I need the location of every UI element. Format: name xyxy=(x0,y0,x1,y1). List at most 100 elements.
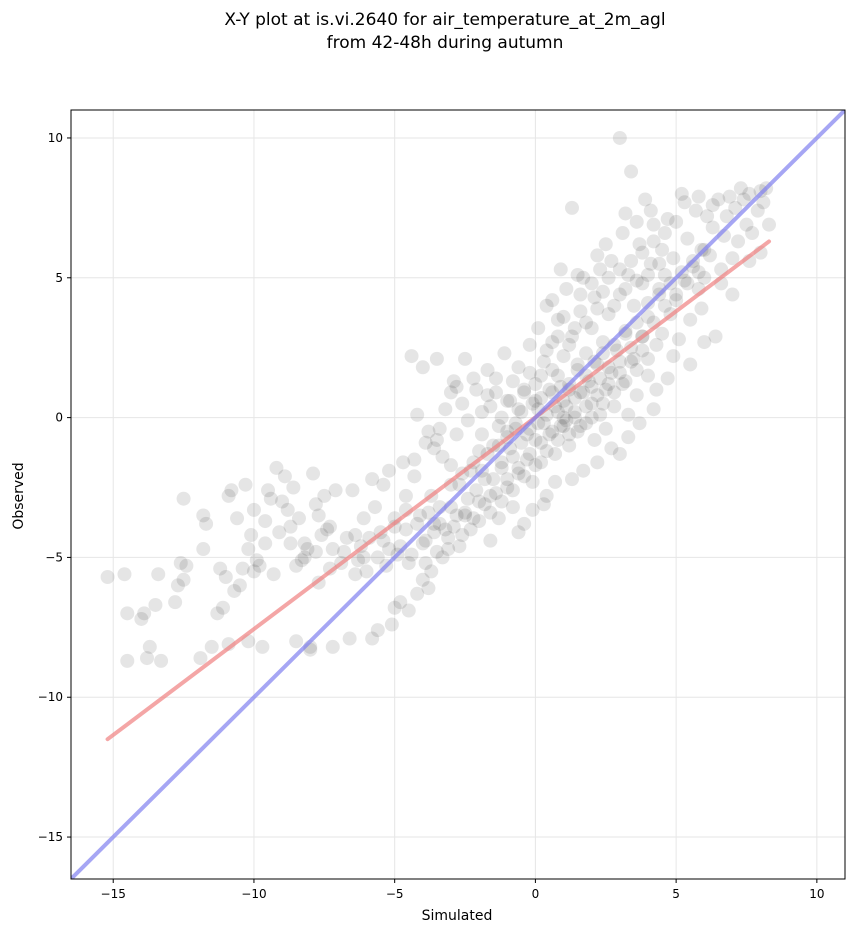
scatter-point xyxy=(657,267,672,282)
scatter-point xyxy=(550,405,565,420)
scatter-point xyxy=(567,410,582,425)
scatter-point xyxy=(621,267,636,282)
scatter-point xyxy=(522,365,537,380)
scatter-point xyxy=(291,511,306,526)
scatter-point xyxy=(522,337,537,352)
scatter-point xyxy=(460,413,475,428)
scatter-point xyxy=(486,438,501,453)
scatter-point xyxy=(539,343,554,358)
scatter-point xyxy=(120,606,135,621)
y-tick-label: 0 xyxy=(55,411,63,425)
scatter-point xyxy=(517,516,532,531)
scatter-point xyxy=(657,226,672,241)
scatter-point xyxy=(494,410,509,425)
scatter-point xyxy=(308,497,323,512)
scatter-point xyxy=(762,217,777,232)
scatter-point xyxy=(612,262,627,277)
scatter-point xyxy=(472,494,487,509)
scatter-point xyxy=(446,519,461,534)
scatter-point xyxy=(486,472,501,487)
scatter-point xyxy=(655,326,670,341)
scatter-point xyxy=(300,542,315,557)
scatter-point xyxy=(570,424,585,439)
scatter-point xyxy=(317,488,332,503)
scatter-point xyxy=(598,237,613,252)
scatter-point xyxy=(669,287,684,302)
scatter-point xyxy=(534,435,549,450)
scatter-point xyxy=(669,293,684,308)
scatter-point xyxy=(733,181,748,196)
scatter-point xyxy=(567,321,582,336)
scatter-point xyxy=(539,298,554,313)
scatter-point xyxy=(469,483,484,498)
scatter-point xyxy=(615,377,630,392)
scatter-point xyxy=(196,542,211,557)
scatter-point xyxy=(570,267,585,282)
scatter-point xyxy=(505,483,520,498)
scatter-point xyxy=(511,360,526,375)
scatter-point xyxy=(550,312,565,327)
scatter-point xyxy=(640,309,655,324)
scatter-point xyxy=(438,522,453,537)
y-tick-label: 5 xyxy=(55,271,63,285)
scatter-point xyxy=(396,455,411,470)
scatter-point xyxy=(517,385,532,400)
scatter-point xyxy=(525,502,540,517)
scatter-point xyxy=(556,309,571,324)
scatter-point xyxy=(249,553,264,568)
scatter-point xyxy=(503,393,518,408)
scatter-point xyxy=(235,561,250,576)
scatter-point xyxy=(691,265,706,280)
scatter-point xyxy=(263,491,278,506)
scatter-point xyxy=(427,525,442,540)
scatter-point xyxy=(441,542,456,557)
scatter-point xyxy=(604,254,619,269)
scatter-point xyxy=(562,337,577,352)
scatter-point xyxy=(688,203,703,218)
scatter-point xyxy=(677,195,692,210)
scatter-point xyxy=(536,497,551,512)
scatter-point xyxy=(204,639,219,654)
scatter-point xyxy=(258,536,273,551)
scatter-point xyxy=(438,402,453,417)
scatter-point xyxy=(376,477,391,492)
scatter-point xyxy=(449,427,464,442)
scatter-point xyxy=(573,304,588,319)
scatter-point xyxy=(505,449,520,464)
regression-line xyxy=(105,239,772,742)
scatter-point xyxy=(173,556,188,571)
chart-subtitle: from 42-48h during autumn xyxy=(327,33,564,53)
scatter-point xyxy=(562,438,577,453)
scatter-point xyxy=(427,441,442,456)
grid-lines xyxy=(71,110,845,879)
scatter-point xyxy=(269,460,284,475)
scatter-point xyxy=(488,371,503,386)
scatter-point xyxy=(573,287,588,302)
scatter-point xyxy=(756,195,771,210)
scatter-point xyxy=(401,556,416,571)
scatter-point xyxy=(635,343,650,358)
scatter-point xyxy=(449,379,464,394)
scatter-point xyxy=(517,382,532,397)
scatter-point xyxy=(525,396,540,411)
scatter-point xyxy=(556,418,571,433)
x-tick-label: 5 xyxy=(672,887,680,901)
scatter-point xyxy=(432,516,447,531)
scatter-point xyxy=(528,393,543,408)
scatter-point xyxy=(607,399,622,414)
scatter-point xyxy=(345,483,360,498)
scatter-point xyxy=(429,544,444,559)
scatter-point xyxy=(415,360,430,375)
scatter-point xyxy=(680,276,695,291)
x-axis-ticks: −15 −10 −5 0 5 10 xyxy=(101,879,824,901)
scatter-point xyxy=(528,432,543,447)
scatter-point xyxy=(168,595,183,610)
scatter-point xyxy=(736,192,751,207)
scatter-point xyxy=(424,564,439,579)
scatter-point xyxy=(418,533,433,548)
scatter-point xyxy=(598,421,613,436)
scatter-point xyxy=(669,214,684,229)
scatter-point xyxy=(528,458,543,473)
scatter-point xyxy=(694,301,709,316)
scatter-point xyxy=(497,346,512,361)
